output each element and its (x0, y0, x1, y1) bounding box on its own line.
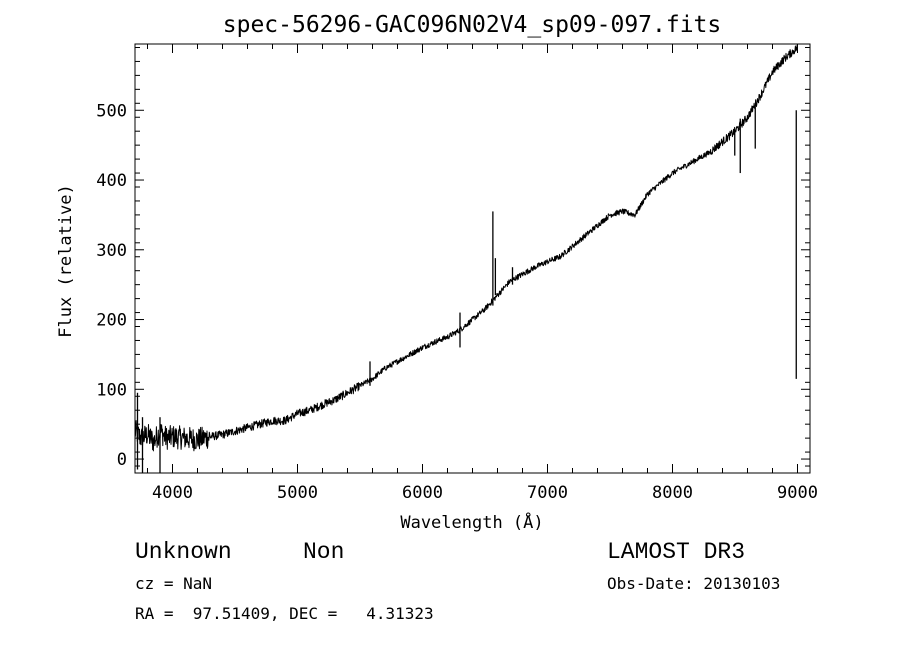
survey-label: LAMOST DR3 (607, 539, 746, 565)
coords-label: RA = 97.51409, DEC = 4.31323 (135, 604, 434, 623)
plot-frame (134, 43, 811, 474)
y-tick-label: 500 (96, 101, 127, 121)
x-tick-label: 9000 (777, 483, 818, 503)
y-axis-label: Flux (relative) (56, 184, 76, 338)
spectrum-line (134, 44, 798, 452)
obs-date-label: Obs-Date: 20130103 (607, 574, 781, 593)
redshift-label: cz = NaN (135, 574, 213, 593)
y-tick-label: 200 (96, 311, 127, 331)
x-tick-label: 5000 (277, 483, 318, 503)
x-axis-label: Wavelength (Å) (400, 511, 543, 533)
y-tick-label: 0 (117, 450, 127, 470)
object-subclass: Non (303, 539, 345, 565)
x-tick-label: 8000 (652, 483, 693, 503)
object-class: Unknown (135, 539, 232, 565)
y-tick-label: 100 (96, 380, 127, 400)
x-tick-label: 7000 (527, 483, 568, 503)
y-tick-label: 400 (96, 171, 127, 191)
x-tick-label: 6000 (402, 483, 443, 503)
x-tick-label: 4000 (152, 483, 193, 503)
chart-title: spec-56296-GAC096N02V4_sp09-097.fits (223, 12, 722, 38)
y-tick-label: 300 (96, 241, 127, 261)
